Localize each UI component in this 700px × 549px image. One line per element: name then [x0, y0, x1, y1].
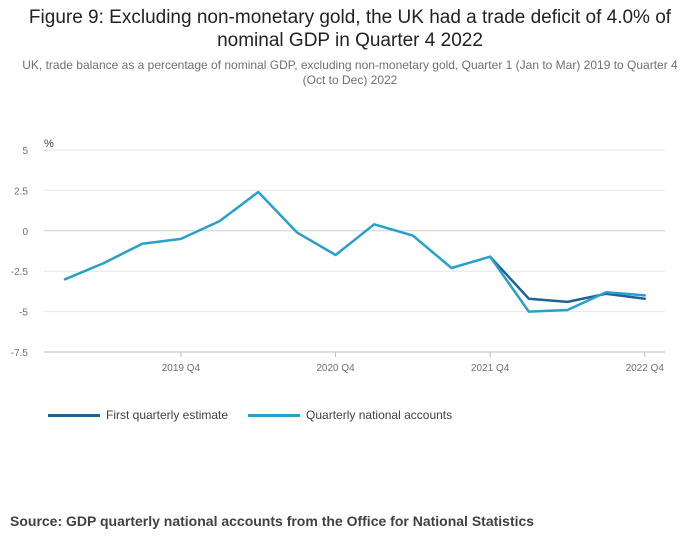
legend-label-first-estimate: First quarterly estimate — [106, 408, 229, 422]
y-tick-label: 5 — [22, 146, 28, 157]
y-tick-label: -2.5 — [11, 267, 29, 278]
x-tick-label: 2022 Q4 — [626, 363, 665, 374]
y-tick-label: 2.5 — [14, 186, 28, 197]
line-chart: 52.50-2.5-5-7.5 % 2019 Q4 2020 Q4 2021 Q4 2… — [11, 138, 665, 374]
legend-swatch-first-estimate — [48, 413, 100, 417]
series-line-first-estimate — [488, 255, 647, 304]
y-tick-label: -5 — [19, 308, 28, 319]
chart-subtitle: UK, trade balance as a percentage of nom… — [22, 58, 678, 87]
y-axis-unit-label: % — [44, 138, 54, 150]
x-tick-label: 2019 Q4 — [162, 363, 201, 374]
y-tick-label: -7.5 — [11, 348, 29, 359]
x-tick-label: 2020 Q4 — [316, 363, 355, 374]
y-tick-label: 0 — [22, 227, 28, 238]
legend-label-national-accounts: Quarterly national accounts — [306, 408, 453, 422]
source-note: Source: GDP quarterly national accounts … — [10, 513, 535, 529]
legend-item-first-estimate: First quarterly estimate — [48, 408, 228, 422]
legend: First quarterly estimate Quarterly natio… — [48, 408, 452, 422]
series-lines — [63, 190, 647, 313]
chart-title: Figure 9: Excluding non-monetary gold, t… — [28, 7, 672, 51]
y-axis-ticks: 5 2.5 0 -2.5 -5 -7.5 — [11, 146, 29, 359]
x-axis-ticks: 2019 Q4 2020 Q4 2021 Q4 2022 Q4 — [162, 352, 665, 374]
x-tick-label: 2021 Q4 — [471, 363, 510, 374]
legend-item-national-accounts: Quarterly national accounts — [248, 408, 452, 422]
gridlines — [44, 149, 665, 353]
series-line-national-accounts — [63, 190, 647, 313]
legend-swatch-national-accounts — [248, 413, 301, 417]
